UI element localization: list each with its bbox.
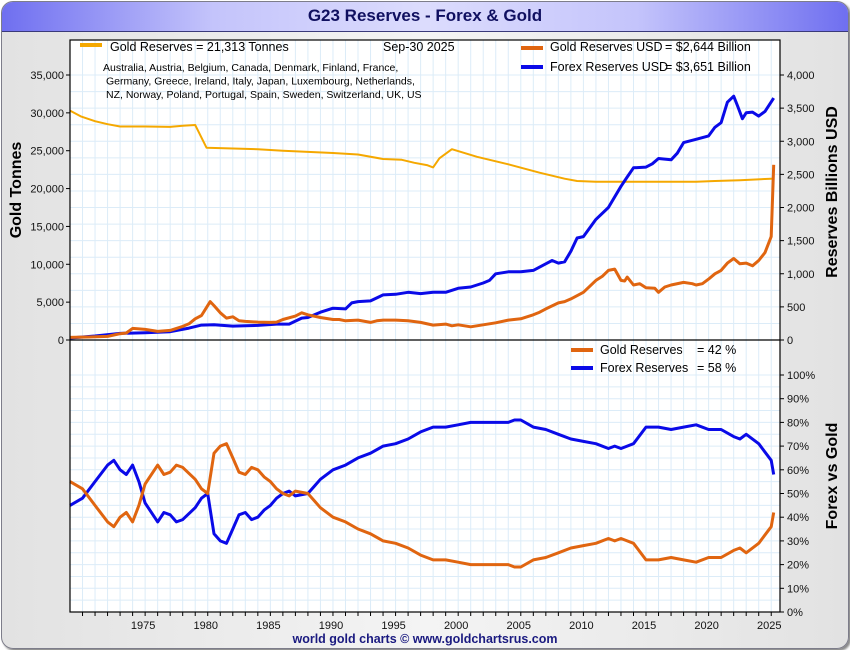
tick-label-x: 1980	[194, 620, 218, 632]
y-axis-title-left: Gold Tonnes	[8, 142, 25, 239]
tick-label-right: 1,000	[787, 269, 815, 281]
tick-label-left: 30,000	[30, 108, 64, 120]
y-axis-title-pct: Forex vs Gold	[824, 423, 841, 530]
tick-label-left: 20,000	[30, 184, 64, 196]
plot-background	[70, 40, 780, 612]
tick-label-pct: 30%	[787, 536, 809, 548]
countries-note-line: Germany, Greece, Ireland, Italy, Japan, …	[106, 76, 415, 88]
legend-swatch-forex-usd	[521, 65, 543, 69]
legend-label-forex-pct: Forex Reserves	[600, 361, 688, 375]
tick-label-x: 1995	[381, 620, 405, 632]
chart-title: G23 Reserves - Forex & Gold	[307, 6, 543, 25]
tick-label-x: 2010	[569, 620, 593, 632]
tick-label-right: 2,500	[787, 169, 815, 181]
tick-label-right: 2,000	[787, 203, 815, 215]
grid	[70, 40, 780, 613]
series-gold-pct	[69, 442, 776, 569]
axes: 0 5,000 10,000 15,000 20,000 25,000 30,000 35,0…	[8, 39, 841, 632]
tick-label-left: 5,000	[36, 297, 64, 309]
legend-value-gold-usd: = $2,644 Billion	[665, 40, 751, 54]
legend-label-gold-tonnes: Gold Reserves = 21,313 Tonnes	[110, 40, 289, 54]
tick-label-x: 1975	[131, 620, 155, 632]
series-lines	[69, 94, 776, 569]
tick-label-x: 2015	[632, 620, 656, 632]
legend-label-gold-pct: Gold Reserves	[600, 343, 683, 357]
tick-label-right: 4,000	[787, 70, 815, 82]
tick-label-left: 25,000	[30, 146, 64, 158]
series-forex-pct	[69, 418, 776, 545]
legend-swatch-gold-usd	[521, 46, 543, 50]
tick-label-x: 1985	[256, 620, 280, 632]
legend-value-forex-pct: = 58 %	[697, 361, 736, 375]
legend-label-gold-usd: Gold Reserves USD	[550, 40, 663, 54]
footer-credit: world gold charts © www.goldchartsrus.co…	[292, 632, 558, 646]
y-axis-title-right: Reserves Billions USD	[824, 106, 841, 278]
tick-label-pct: 40%	[787, 512, 809, 524]
tick-label-x: 2000	[444, 620, 468, 632]
tick-label-pct: 60%	[787, 465, 809, 477]
tick-label-pct: 80%	[787, 417, 809, 429]
legend-swatch-gold-pct	[571, 348, 593, 352]
legend-value-gold-pct: = 42 %	[697, 343, 736, 357]
tick-label-pct: 0%	[787, 607, 803, 619]
legend-label-forex-usd: Forex Reserves USD	[550, 60, 668, 74]
date-label: Sep-30 2025	[383, 40, 455, 54]
tick-label-pct: 10%	[787, 583, 809, 595]
tick-label-pct: 90%	[787, 394, 809, 406]
tick-label-right: 3,000	[787, 136, 815, 148]
tick-label-left: 15,000	[30, 221, 64, 233]
tick-label-x: 1990	[319, 620, 343, 632]
series-gold-usd	[69, 164, 776, 339]
legend-value-forex-usd: = $3,651 Billion	[665, 60, 751, 74]
tick-label-pct: 70%	[787, 441, 809, 453]
countries-note-line: Australia, Austria, Belgium, Canada, Den…	[103, 62, 398, 74]
legend: Gold Reserves = 21,313 Tonnes Sep-30 2025…	[80, 40, 751, 375]
plot-border	[69, 39, 781, 613]
series-forex-usd	[69, 94, 775, 340]
tick-label-right: 0	[787, 335, 793, 347]
tick-label-x: 2005	[507, 620, 531, 632]
legend-swatch-forex-pct	[571, 366, 593, 370]
tick-label-pct: 20%	[787, 560, 809, 572]
tick-label-x: 2020	[694, 620, 718, 632]
tick-label-left: 10,000	[30, 259, 64, 271]
tick-label-x: 2025	[757, 620, 781, 632]
tick-label-right: 1,500	[787, 236, 815, 248]
tick-label-right: 3,500	[787, 103, 815, 115]
title-bar: G23 Reserves - Forex & Gold	[2, 2, 848, 32]
countries-note-line: NZ, Norway, Poland, Portugal, Spain, Swe…	[106, 89, 422, 101]
tick-label-left: 0	[58, 335, 64, 347]
tick-label-pct: 50%	[787, 489, 809, 501]
legend-swatch-gold-tonnes	[80, 43, 102, 47]
tick-label-pct: 100%	[787, 370, 815, 382]
tick-label-left: 35,000	[30, 70, 64, 82]
tick-label-right: 500	[787, 302, 805, 314]
series-gold-tonnes	[69, 109, 774, 183]
